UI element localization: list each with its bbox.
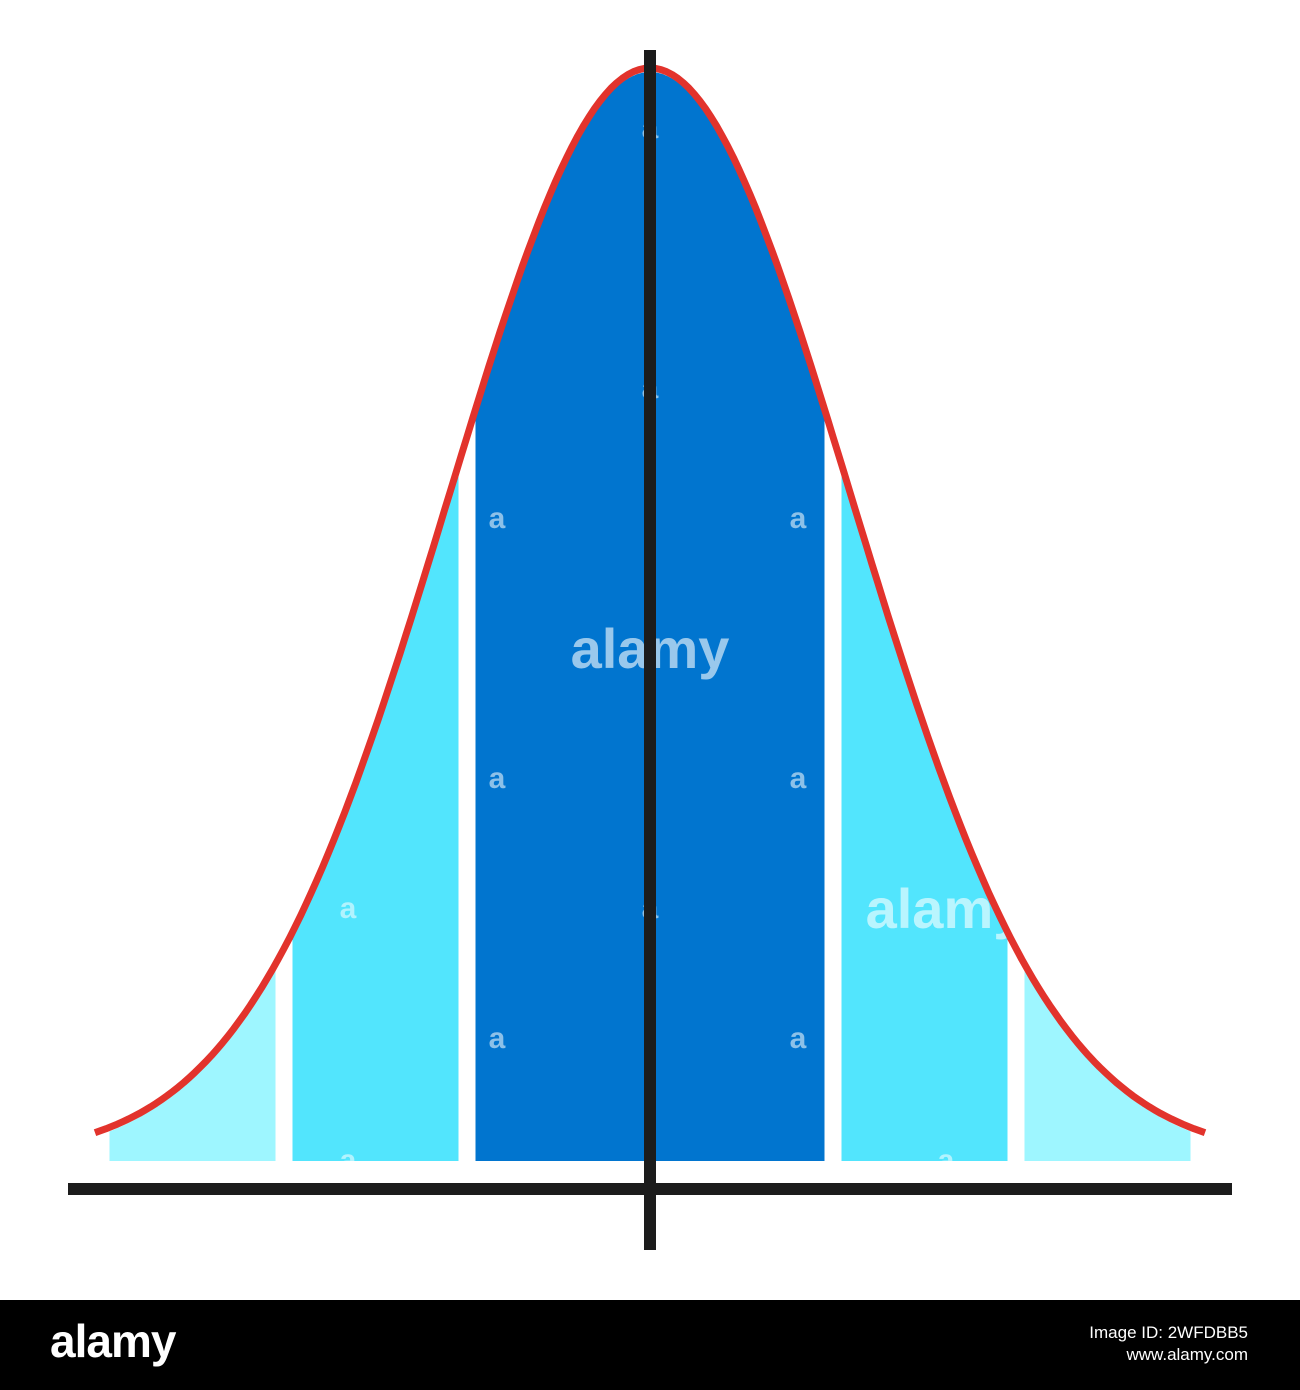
watermark-small-3: a bbox=[790, 242, 807, 275]
band-5 bbox=[841, 468, 1008, 1161]
watermark-small-13: a bbox=[790, 1022, 807, 1055]
bands-layer bbox=[109, 72, 1191, 1161]
watermark-small-7: a bbox=[489, 762, 506, 795]
watermark-small-5: a bbox=[489, 502, 506, 535]
watermark-small-17: a bbox=[938, 1144, 955, 1177]
footer-image-info: Image ID: 2WFDBB5 www.alamy.com bbox=[1089, 1322, 1248, 1366]
watermark-small-2: a bbox=[489, 242, 506, 275]
band-4 bbox=[650, 72, 825, 1161]
band-3 bbox=[475, 72, 650, 1161]
site-url: www.alamy.com bbox=[1126, 1345, 1248, 1364]
watermark-small-14: a bbox=[1090, 1022, 1107, 1055]
watermark-small-11: a bbox=[192, 1022, 209, 1055]
image-id-label: Image ID: 2WFDBB5 bbox=[1089, 1323, 1248, 1342]
footer-logo: alamy bbox=[50, 1315, 176, 1367]
band-2 bbox=[292, 468, 459, 1161]
watermark-small-8: a bbox=[790, 762, 807, 795]
band-6 bbox=[1024, 968, 1191, 1161]
footer-bar: alamy Image ID: 2WFDBB5 www.alamy.com bbox=[0, 1300, 1300, 1390]
watermark-small-9: a bbox=[340, 892, 357, 925]
bell-curve-diagram: aaaaaaaaaaaaaaaaaalamyalamy bbox=[68, 50, 1232, 1250]
watermark-small-12: a bbox=[489, 1022, 506, 1055]
band-1 bbox=[109, 968, 276, 1161]
watermark-small-16: a bbox=[340, 1144, 357, 1177]
watermark-small-6: a bbox=[790, 502, 807, 535]
watermark-logo-2: alamy bbox=[866, 877, 1025, 940]
